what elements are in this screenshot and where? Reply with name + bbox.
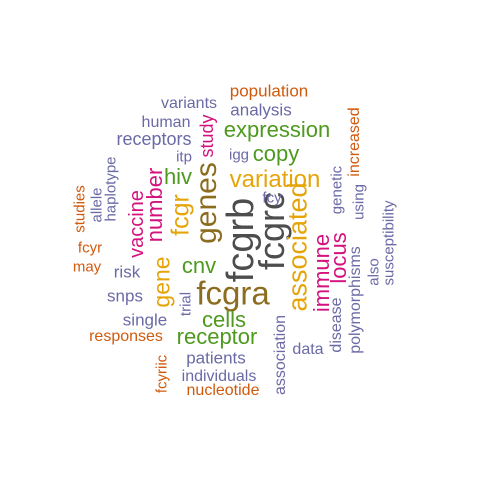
word-studies: studies: [71, 185, 89, 233]
word-nucleotide: nucleotide: [186, 382, 260, 399]
word-may: may: [72, 258, 102, 276]
word-fcgr: fcgr: [166, 194, 195, 236]
word-receptor: receptor: [176, 324, 258, 349]
word-fcgra: fcgra: [196, 274, 270, 312]
word-genes: genes: [190, 162, 223, 244]
word-using: using: [350, 184, 368, 220]
word-single: single: [122, 310, 168, 330]
word-data: data: [292, 341, 324, 358]
word-cells: cells: [201, 307, 247, 332]
word-population: population: [229, 81, 309, 101]
word-variation: variation: [229, 166, 321, 193]
word-gene: gene: [148, 256, 175, 308]
word-receptors: receptors: [116, 129, 192, 149]
word-patients: patients: [186, 348, 246, 368]
word-vaccine: vaccine: [126, 190, 148, 258]
word-expression: expression: [223, 117, 331, 142]
word-copy: copy: [252, 141, 300, 166]
word-study: study: [197, 114, 217, 158]
word-human: human: [141, 114, 191, 131]
word-cnv: cnv: [181, 253, 217, 278]
word-trial: trial: [177, 291, 195, 317]
word-fcyr: fcyr: [77, 239, 103, 257]
word-risk: risk: [113, 262, 141, 282]
word-fcy: fcy: [262, 189, 282, 207]
word-polymorphisms: polymorphisms: [347, 246, 364, 354]
word-fcyriic: fcyriic: [153, 354, 171, 394]
word-analysis: analysis: [230, 100, 292, 120]
word-individuals: individuals: [181, 368, 257, 385]
word-snps: snps: [107, 286, 143, 306]
word-variants: variants: [160, 95, 218, 112]
word-association: association: [272, 314, 289, 396]
word-responses: responses: [89, 328, 163, 345]
word-igg: igg: [228, 146, 250, 164]
word-genetic: genetic: [328, 165, 346, 215]
word-itp: itp: [176, 148, 192, 166]
word-hiv: hiv: [163, 164, 193, 189]
word-increased: increased: [346, 107, 363, 177]
word-disease: disease: [328, 297, 345, 353]
word-associated: associated: [282, 182, 313, 312]
word-haplotype: haplotype: [102, 156, 120, 222]
word-susceptibility: susceptibility: [380, 200, 398, 286]
word-also: also: [365, 258, 383, 286]
word-allele: allele: [88, 187, 106, 223]
